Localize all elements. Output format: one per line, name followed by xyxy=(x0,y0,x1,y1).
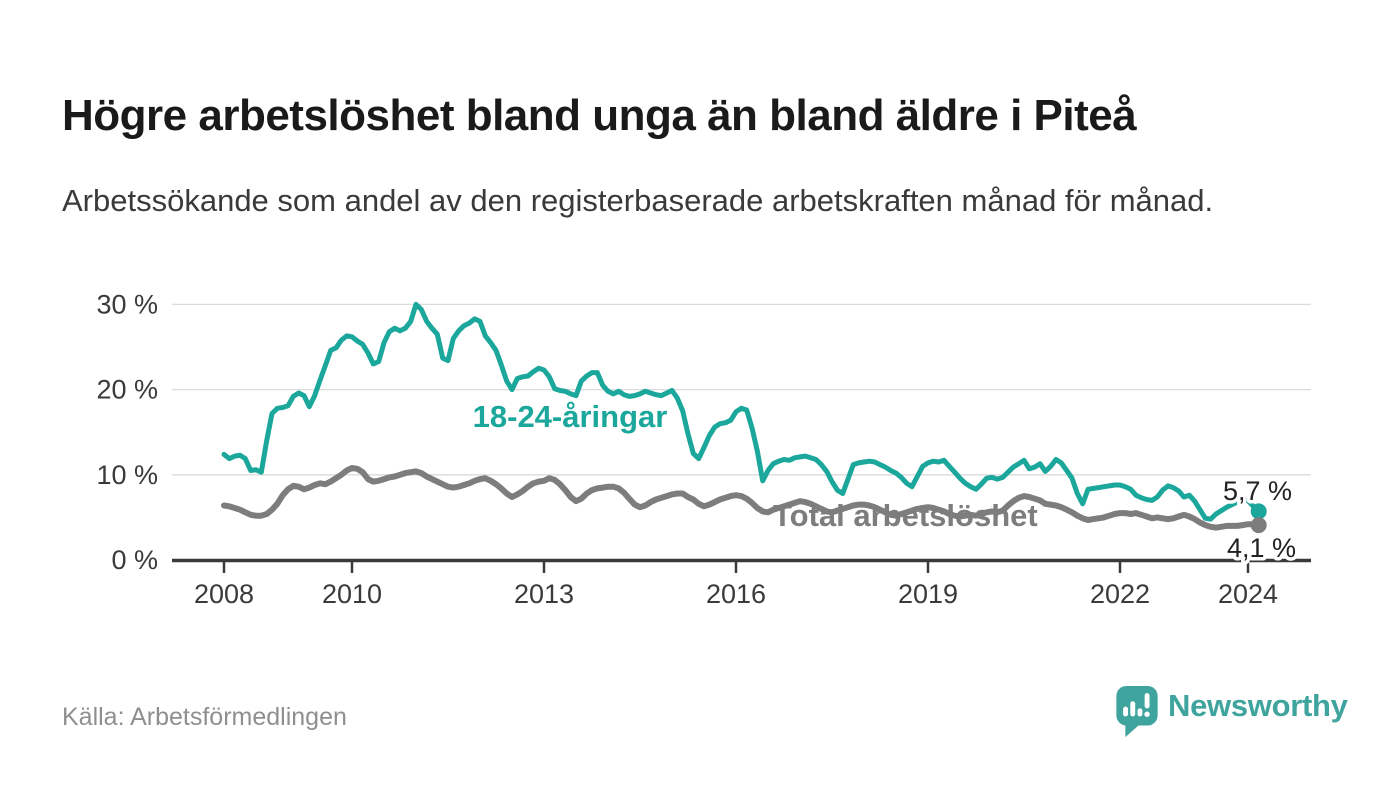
y-tick-label: 0 % xyxy=(111,545,158,575)
series-line-18-24-aringar xyxy=(221,301,1262,522)
series-name-label-18-24-aringar: 18-24-åringar xyxy=(473,399,668,434)
page-title: Högre arbetslöshet bland unga än bland ä… xyxy=(62,91,1137,141)
series-end-value-total-arbetsloshet: 4,1 % xyxy=(1227,533,1296,563)
page-subtitle: Arbetssökande som andel av den registerb… xyxy=(62,183,1214,218)
x-tick-label: 2024 xyxy=(1218,579,1278,609)
series-end-value-18-24-aringar: 5,7 % xyxy=(1223,476,1292,506)
series-line-total-arbetsloshet xyxy=(221,465,1262,531)
newsworthy-logo: Newsworthy xyxy=(1116,686,1348,738)
y-tick-label: 30 % xyxy=(96,289,158,319)
series-end-dot-total-arbetsloshet xyxy=(1250,517,1267,534)
x-tick-label: 2019 xyxy=(898,579,958,609)
x-tick-label: 2016 xyxy=(706,579,766,609)
y-tick-label: 20 % xyxy=(96,375,158,405)
x-tick-label: 2008 xyxy=(194,579,254,609)
x-tick-label: 2013 xyxy=(514,579,574,609)
newsworthy-bubble-chart-icon xyxy=(1116,686,1158,738)
y-tick-label: 10 % xyxy=(96,460,158,490)
x-tick-label: 2022 xyxy=(1090,579,1150,609)
x-tick-label: 2010 xyxy=(322,579,382,609)
series-end-dot-18-24-aringar xyxy=(1250,503,1267,520)
series-name-label-total-arbetsloshet: Total arbetslöshet xyxy=(773,498,1038,533)
source-note: Källa: Arbetsförmedlingen xyxy=(62,703,347,731)
newsworthy-wordmark: Newsworthy xyxy=(1168,688,1348,723)
